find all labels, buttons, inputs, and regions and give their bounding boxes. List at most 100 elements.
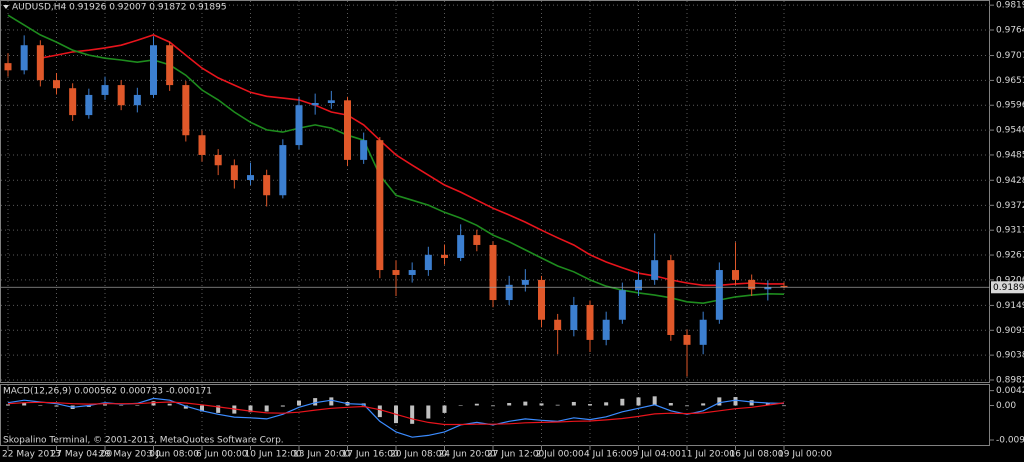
histogram-bar [38,405,43,406]
histogram-bar [151,401,156,406]
candle-body [651,260,659,280]
candle-body [4,63,12,71]
histogram-bar [86,405,91,407]
x-tick-label: 6 Jun 00:00 [196,450,248,460]
histogram-bar [458,405,463,406]
histogram-bar [749,400,754,406]
macd-panel-frame [0,384,990,446]
y-tick-label: 0.97640 [996,26,1024,36]
price-panel-frame [0,0,990,383]
candle-body [327,100,335,104]
y-tick-label: 0.90935 [996,326,1024,336]
candle-body [473,235,481,245]
candle-body [505,284,513,301]
candle-body [635,279,642,291]
candle-body [69,88,77,116]
y-tick-label: 0.92615 [996,251,1024,261]
histogram-bar [329,397,334,406]
histogram-bar [555,404,560,406]
chart-layer: 0.98195 0.97640 0.97070 0.96515 0.95960 0.954… [1,1,1024,446]
y-tick-label: 0.91490 [996,301,1024,311]
histogram-bar [523,401,528,406]
histogram-bar [6,404,10,406]
x-tick-label: 22 May 2013 [2,450,61,460]
candle-body [715,270,723,320]
candle-body [748,279,756,290]
candle-body [683,334,691,345]
candle-body [764,287,772,290]
candle-body [732,270,739,280]
candle-body [538,279,545,320]
menu-arrow[interactable] [3,5,9,9]
histogram-bar [539,403,544,406]
histogram-bar [200,405,204,412]
y-tick-label: 0.00 [996,401,1016,411]
histogram-bar [426,405,431,419]
y-tick-label: 0.93170 [996,226,1024,236]
x-tick-label: 13 Jun 20:00 [293,450,350,460]
y-tick-label: 0.95960 [996,101,1024,111]
x-tick-label: 11 Jul 20:00 [681,450,735,460]
x-tick-label: 2 Jul 00:00 [536,450,585,460]
x-tick-label: 19 Jul 00:00 [778,450,832,460]
candle-body [392,270,400,275]
candle-body [263,175,271,196]
x-tick-label: 10 Jun 12:00 [245,450,302,460]
y-tick-label: -0.00980 [996,436,1024,446]
macd-title: MACD(12,26,9) 0.000562 0.000733 -0.00017… [3,387,212,397]
candle-body [20,45,28,71]
x-tick-label: 29 May 20:00 [99,450,161,460]
x-tick-label: 9 Jul 04:00 [633,450,682,460]
candle-body [699,319,707,345]
histogram-bar [377,405,382,418]
candle-body [166,45,174,86]
histogram-bar [668,403,673,406]
histogram-bar [410,405,415,424]
histogram-bar [717,397,722,406]
histogram-bar [54,405,59,407]
y-tick-label: 0.89825 [996,375,1024,385]
candle-body [457,235,465,258]
histogram-bar [135,405,140,406]
candle-body [230,165,238,181]
moving-average-line [40,34,784,287]
histogram-bar [442,405,447,413]
x-tick-label: 4 Jul 16:00 [584,450,633,460]
footer: Skopalino Terminal, © 2001-2013, MetaQuo… [3,436,284,446]
candle-body [554,319,562,331]
candle-body [489,244,497,301]
last-price-label: 0.91895 [993,283,1024,293]
x-tick-label: 17 Jun 16:00 [342,450,399,460]
candle-body [150,45,157,95]
macd-line [7,401,785,426]
candle-body [570,304,578,331]
histogram-bar [491,405,495,407]
histogram-bar [216,405,221,413]
y-tick-label: 0.94850 [996,150,1024,160]
candle-body [441,254,448,258]
histogram-bar [620,398,625,406]
candle-body [214,154,222,166]
histogram-bar [588,404,592,406]
candle-body [344,100,351,160]
histogram-bar [685,405,689,407]
candle-body [279,145,287,196]
candle-body [198,135,206,155]
candle-body [667,260,675,335]
candle-body [360,140,368,160]
candle-body [247,175,254,181]
histogram-bar [733,397,738,406]
x-tick-label: 20 Jun 08:00 [390,450,447,460]
candle-body [376,140,384,271]
histogram-bar [119,405,124,406]
histogram-bar [264,405,269,412]
histogram-bar [474,403,479,406]
y-tick-label: 0.004218 [996,386,1024,396]
candle-body [780,285,788,288]
candle-body [408,270,416,275]
candle-body [618,290,626,320]
x-tick-label: 27 Jun 12:00 [487,450,544,460]
y-tick-label: 0.98195 [996,1,1024,11]
histogram-bar [782,405,786,407]
